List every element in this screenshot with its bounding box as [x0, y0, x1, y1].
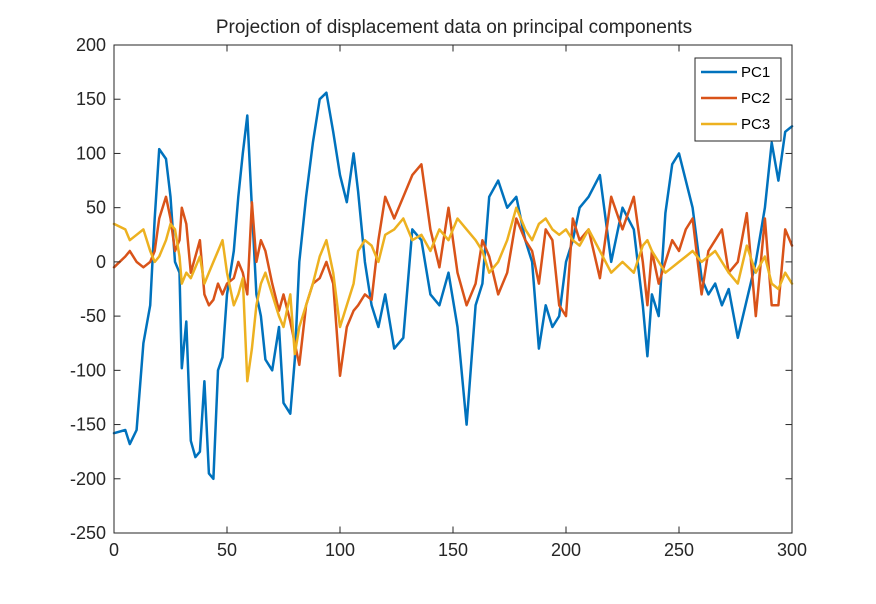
x-tick-label: 0	[109, 540, 119, 560]
legend-label-pc2: PC2	[741, 90, 770, 107]
y-tick-label: 50	[86, 198, 106, 218]
legend-label-pc3: PC3	[741, 116, 770, 133]
x-tick-label: 150	[438, 540, 468, 560]
y-tick-label: 200	[76, 35, 106, 55]
y-tick-label: -50	[80, 306, 106, 326]
y-tick-label: 150	[76, 89, 106, 109]
x-tick-label: 100	[325, 540, 355, 560]
x-tick-label: 250	[664, 540, 694, 560]
y-tick-label: -100	[70, 360, 106, 380]
y-tick-label: -250	[70, 523, 106, 543]
legend: PC1 PC2 PC3	[694, 57, 782, 142]
x-tick-label: 50	[217, 540, 237, 560]
y-tick-label: -200	[70, 469, 106, 489]
x-tick-label: 300	[777, 540, 807, 560]
axis-ticks: 0 50 100 150 200 250 300 -250 -200 -150 -100 -50 0 50…	[70, 35, 807, 560]
y-tick-label: -150	[70, 415, 106, 435]
series-line-pc1	[112, 91, 794, 481]
legend-label-pc1: PC1	[741, 64, 770, 81]
series-lines	[112, 91, 794, 481]
x-tick-label: 200	[551, 540, 581, 560]
y-tick-label: 0	[96, 252, 106, 272]
chart-title: Projection of displacement data on princ…	[216, 17, 692, 38]
series-line-pc3	[112, 206, 794, 383]
y-tick-label: 100	[76, 143, 106, 163]
